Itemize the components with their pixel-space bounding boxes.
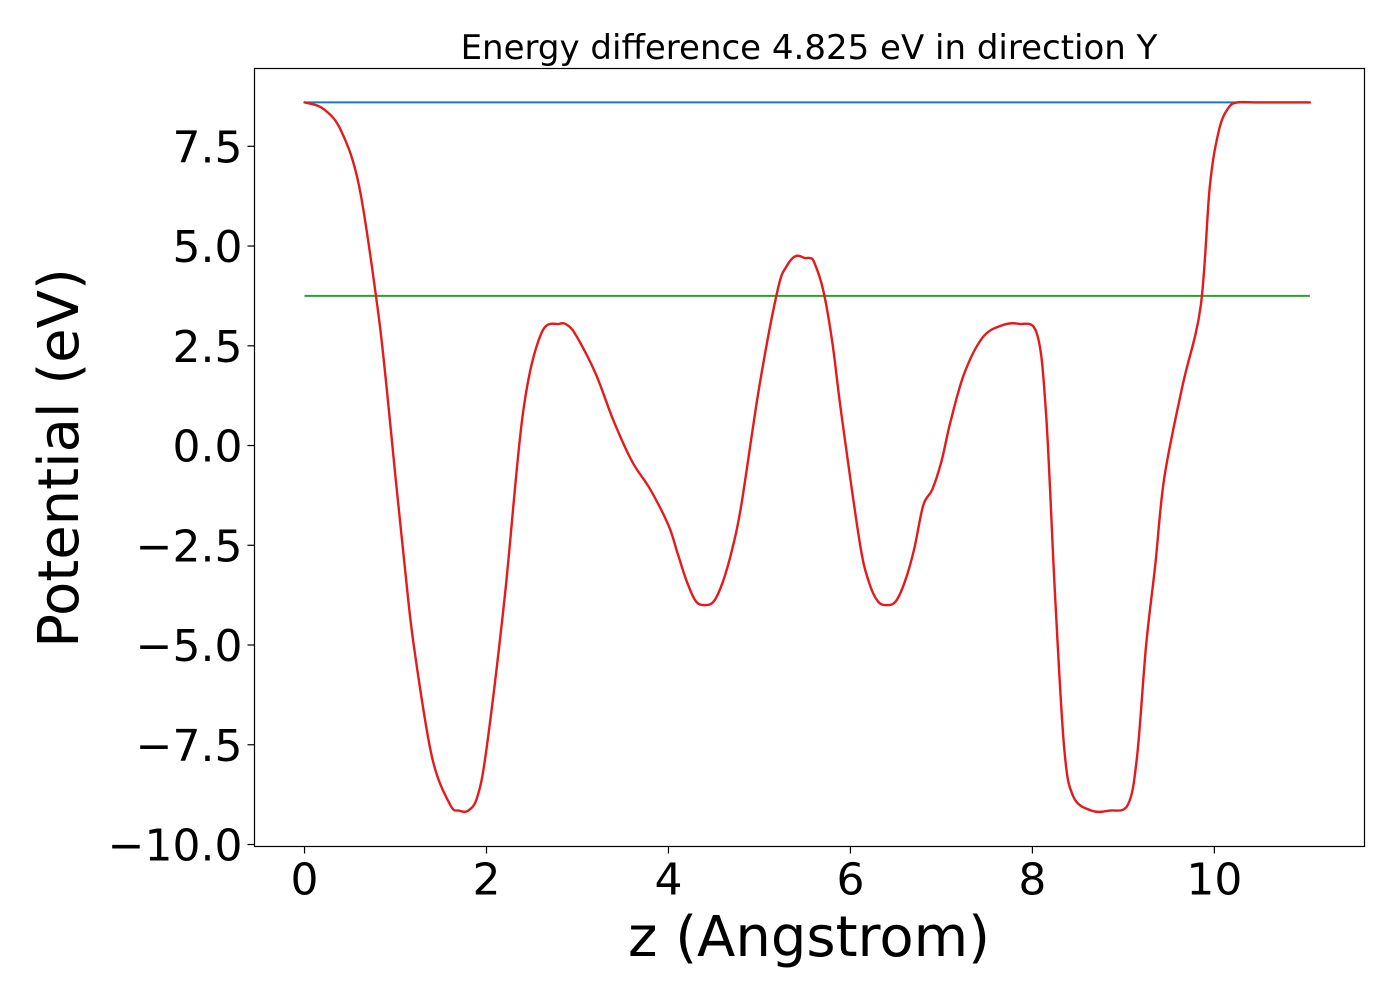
x-axis: 0 2 4 6 8 10 — [291, 846, 1242, 906]
x-tick-label: 0 — [291, 855, 319, 906]
y-axis-label: Potential (eV) — [27, 268, 92, 648]
y-axis: −10.0 −7.5 −5.0 −2.5 0.0 2.5 5.0 7.5 — [108, 122, 255, 872]
x-tick-label: 6 — [836, 855, 864, 906]
y-tick-label: −2.5 — [136, 521, 243, 572]
y-tick-label: 5.0 — [173, 222, 243, 273]
x-tick-label: 8 — [1018, 855, 1046, 906]
series-layer — [303, 100, 1312, 814]
plot-frame — [253, 67, 1366, 848]
potential-curve — [303, 100, 1312, 814]
x-axis-label: z (Angstrom) — [628, 905, 990, 970]
y-tick-label: −7.5 — [136, 721, 243, 772]
y-tick-label: −5.0 — [136, 621, 243, 672]
y-tick-label: 0.0 — [173, 422, 243, 473]
y-tick-label: −10.0 — [108, 821, 243, 872]
y-tick-label: 7.5 — [173, 122, 243, 173]
x-tick-label: 2 — [473, 855, 501, 906]
chart-title: Energy difference 4.825 eV in direction … — [461, 28, 1158, 68]
x-tick-label: 4 — [654, 855, 682, 906]
y-tick-label: 2.5 — [173, 322, 243, 373]
x-tick-label: 10 — [1186, 855, 1242, 906]
